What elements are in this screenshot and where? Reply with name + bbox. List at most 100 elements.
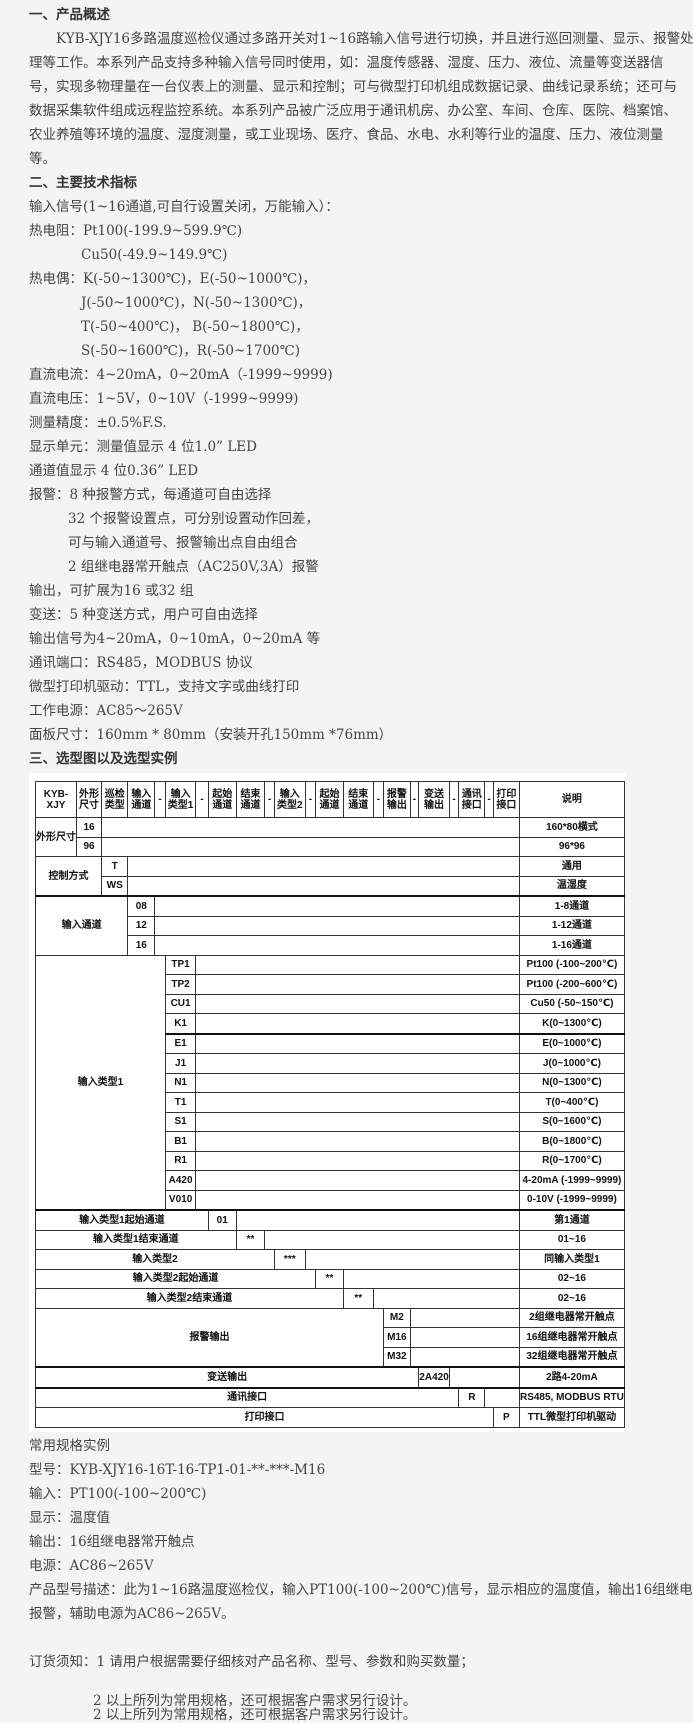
header-cell: KYB-XJY [35, 781, 77, 818]
order-item: 1 请用户根据需要仔细核对产品名称、型号、参数和购买数量； [96, 1654, 474, 1670]
row-label: 输入类型1结束通道 [35, 1229, 237, 1250]
option-description: Pt100 (-100~200℃) [518, 954, 626, 975]
blank-cell [101, 836, 520, 857]
option-code: T1 [164, 1092, 197, 1113]
option-code: R [458, 1386, 486, 1408]
table-row: 输入类型1结束通道 ** 01~16 [35, 1229, 626, 1250]
table-row: 控制方式 T 通用 [34, 856, 626, 897]
option-description: 02~16 [518, 1268, 626, 1289]
example-section: 常用规格实例 型号：KYB-XJY16-16T-16-TP1-01-**-***… [29, 1434, 693, 1674]
option-description: N(0~1300℃) [518, 1072, 626, 1093]
row-label: 变送输出 [34, 1366, 420, 1388]
option-code: P [492, 1407, 520, 1428]
spec-line: J(-50~1000℃)，N(-50~1300℃)， [81, 295, 312, 311]
blank-cell [195, 1053, 520, 1074]
selection-table-box: KYB-XJY 外形尺寸 巡检类型 输入通道 - 输入类型1- 起始通道 结束通道 - 输入类型2… [29, 773, 626, 1432]
selection-heading: 三、选型图以及选型实例 [29, 751, 178, 767]
overview-line: 号，实现多物理量在一台仪表上的测量、显示和控制；可与微型打印机组成数据记录、曲线… [29, 79, 677, 95]
header-cell: - [154, 781, 166, 818]
option-code: ** [315, 1268, 344, 1289]
option-description: Cu50 (-50~150℃) [518, 993, 626, 1014]
order-item-duplicate: 2 以上所列为常用规格，还可根据客户需求另行设计。 [93, 1707, 417, 1723]
spec-line: 32 个报警设置点，可分别设置动作回差， [68, 511, 319, 527]
header-cell: - [195, 781, 209, 818]
table-row: 外形尺寸 16 160*80横式 [35, 817, 626, 857]
option-code: A420 [164, 1170, 197, 1191]
example-line: 型号：KYB-XJY16-16T-16-TP1-01-**-***-M16 [29, 1462, 326, 1478]
blank-cell [195, 1131, 520, 1152]
blank-cell [195, 1111, 520, 1132]
option-description: S(0~1600℃) [518, 1111, 626, 1132]
blank-cell [154, 895, 520, 917]
row-label: 输入类型2起始通道 [34, 1268, 317, 1289]
spec-list: 输入信号(1~16通道,可自行设置关闭，万能输入）： 热电阻：Pt100(-199… [29, 195, 669, 747]
header-cell: - [448, 781, 460, 818]
option-code: B1 [164, 1131, 197, 1152]
option-description: 32组继电器常开触点 [518, 1346, 626, 1368]
table-row: N1 N(0~1300℃) [36, 1072, 626, 1093]
option-description: 2组继电器常开触点 [518, 1307, 626, 1328]
blank-cell [154, 915, 520, 936]
option-code: V010 [164, 1189, 197, 1211]
overview-heading: 一、产品概述 [29, 7, 110, 23]
spec-line: 热电阻：Pt100(-199.9~599.9℃) [29, 223, 243, 239]
example-line: 输入：PT100(-100~200℃) [29, 1486, 207, 1502]
blank-cell [372, 1288, 520, 1309]
spec-line: 可与输入通道号、报警输出点自由组合 [68, 535, 298, 551]
option-code: 2A420 [418, 1366, 450, 1388]
spec-line: 显示单元：测量值显示 4 位1.0” LED [29, 439, 257, 455]
header-cell: 报警输出 [383, 781, 411, 818]
overview-line: KYB-XJY16多路温度巡检仪通过多路开关对1~16路输入信号进行切换，并且进… [56, 31, 693, 47]
blank-cell [195, 974, 520, 995]
option-code: M32 [383, 1346, 411, 1368]
table-row: V010 0-10V (-1999~9999) [36, 1189, 626, 1211]
option-code: 16 [75, 817, 103, 838]
option-code: R1 [164, 1150, 197, 1171]
spec-line: 直流电压：1~5V，0~10V（-1999~9999) [29, 391, 299, 407]
option-code: K1 [164, 1013, 197, 1034]
example-line: 显示：温度值 [29, 1510, 110, 1526]
spec-line: S(-50~1600℃)，R(-50~1700℃) [81, 343, 300, 359]
table-row: K1 K(0~1300℃) [36, 1013, 626, 1034]
header-cell: 起始通道 [207, 781, 237, 818]
example-line: 产品型号描述：此为1~16路温度巡检仪，输入PT100(-100~200℃)信号… [29, 1582, 693, 1598]
table-row: 报警输出 M2 2组继电器常开触点 [34, 1307, 626, 1368]
header-cell: 说明 [518, 781, 626, 818]
header-cell: 输入类型1 [164, 781, 197, 818]
order-item-2: 2 以上所列为常用规格，还可根据客户需求另行设计。 2 以上所列为常用规格，还可… [93, 1694, 416, 1722]
header-cell: - [409, 781, 420, 818]
option-description: 02~16 [518, 1288, 626, 1309]
table-header-row: KYB-XJY 外形尺寸 巡检类型 输入通道 - 输入类型1- 起始通道 结束通道 - 输入类型2… [35, 781, 626, 818]
blank-cell [195, 993, 520, 1014]
overview-line: 理等工作。本系列产品支持多种输入信号同时使用，如：温度传感器、湿度、压力、液位、… [29, 55, 664, 71]
header-cell: 结束通道 [235, 781, 266, 818]
header-cell: 输入通道 [127, 781, 156, 818]
header-cell: - [264, 781, 275, 818]
table-row: B1 B(0~1800℃) [36, 1131, 626, 1152]
table-row: M16 16组继电器常开触点 [36, 1327, 626, 1348]
specs-heading: 二、主要技术指标 [29, 175, 137, 191]
overview-line: 等。 [29, 151, 56, 167]
spec-line: T(-50~400℃)， B(-50~1800℃)， [81, 319, 309, 335]
header-cell: - [304, 781, 317, 818]
table-row: E1 E(0~1000℃) [36, 1032, 626, 1054]
blank-cell [235, 1209, 520, 1231]
blank-cell [195, 1170, 520, 1191]
option-description: 96*96 [518, 836, 626, 857]
table-row: R1 R(0~1700℃) [36, 1150, 626, 1171]
row-label: 输入类型1起始通道 [35, 1209, 209, 1231]
blank-cell [195, 1013, 520, 1034]
blank-cell [127, 856, 520, 877]
spec-line: 输入信号(1~16通道,可自行设置关闭，万能输入）： [29, 199, 339, 215]
example-line: 电源：AC86~265V [29, 1558, 154, 1574]
option-code: T [101, 856, 129, 877]
blank-cell [195, 1072, 520, 1093]
blank-cell [195, 954, 520, 975]
blank-cell [101, 817, 520, 838]
option-description: 1-16通道 [518, 935, 626, 956]
blank-cell [409, 1307, 520, 1328]
option-code: TP1 [164, 954, 197, 975]
selection-table: KYB-XJY 外形尺寸 巡检类型 输入通道 - 输入类型1- 起始通道 结束通道 - 输入类型2… [34, 781, 626, 1428]
option-description: 1-12通道 [518, 915, 626, 936]
option-description: 0-10V (-1999~9999) [518, 1189, 626, 1211]
